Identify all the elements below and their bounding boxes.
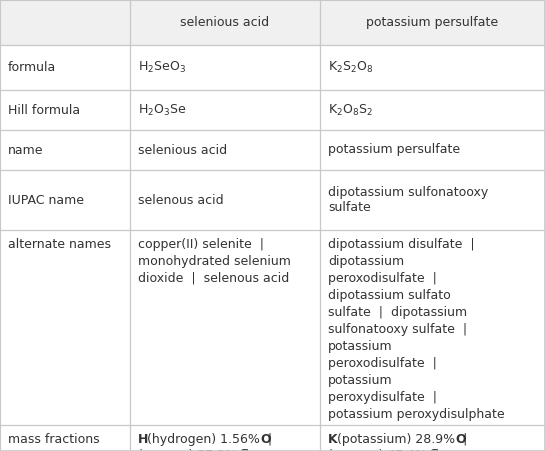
Bar [320, 230, 545, 425]
Text: selenious acid: selenious acid [138, 143, 227, 156]
Text: S: S [429, 448, 438, 451]
Text: Se: Se [239, 448, 256, 451]
Text: $\mathregular{H_2O_3Se}$: $\mathregular{H_2O_3Se}$ [138, 102, 186, 118]
Bar [0, 130, 130, 170]
Bar [320, 425, 545, 451]
Text: (oxygen) 37.2%  |: (oxygen) 37.2% | [138, 448, 257, 451]
Bar [130, 170, 320, 230]
Text: Hill formula: Hill formula [8, 103, 80, 116]
Text: potassium persulfate: potassium persulfate [328, 143, 460, 156]
Text: IUPAC name: IUPAC name [8, 193, 84, 207]
Bar [130, 230, 320, 425]
Bar [0, 45, 130, 90]
Text: (oxygen) 47.4%  |: (oxygen) 47.4% | [328, 448, 447, 451]
Text: H: H [138, 433, 148, 446]
Bar [130, 45, 320, 90]
Bar [0, 90, 130, 130]
Bar [0, 170, 130, 230]
Text: dipotassium sulfonatooxy
sulfate: dipotassium sulfonatooxy sulfate [328, 186, 488, 214]
Text: alternate names: alternate names [8, 238, 111, 251]
Text: $\mathregular{K_2O_8S_2}$: $\mathregular{K_2O_8S_2}$ [328, 102, 373, 118]
Bar [130, 425, 320, 451]
Text: $\mathregular{H_2SeO_3}$: $\mathregular{H_2SeO_3}$ [138, 60, 186, 75]
Bar [0, 425, 130, 451]
Bar [320, 90, 545, 130]
Bar [130, 130, 320, 170]
Bar [130, 90, 320, 130]
Bar [0, 230, 130, 425]
Text: (hydrogen) 1.56%  |: (hydrogen) 1.56% | [143, 433, 281, 446]
Bar [0, 0, 130, 45]
Bar [320, 45, 545, 90]
Text: O: O [455, 433, 466, 446]
Text: formula: formula [8, 61, 56, 74]
Text: K: K [328, 433, 337, 446]
Bar [130, 0, 320, 45]
Bar [320, 0, 545, 45]
Text: O: O [260, 433, 270, 446]
Bar [320, 130, 545, 170]
Text: name: name [8, 143, 44, 156]
Text: $\mathregular{K_2S_2O_8}$: $\mathregular{K_2S_2O_8}$ [328, 60, 373, 75]
Text: selenous acid: selenous acid [138, 193, 223, 207]
Text: potassium persulfate: potassium persulfate [366, 16, 499, 29]
Text: (potassium) 28.9%  |: (potassium) 28.9% | [334, 433, 476, 446]
Text: copper(II) selenite  |
monohydrated selenium
dioxide  |  selenous acid: copper(II) selenite | monohydrated selen… [138, 238, 291, 285]
Text: dipotassium disulfate  |
dipotassium
peroxodisulfate  |
dipotassium sulfato
sulf: dipotassium disulfate | dipotassium pero… [328, 238, 505, 421]
Text: mass fractions: mass fractions [8, 433, 100, 446]
Text: selenious acid: selenious acid [180, 16, 270, 29]
Bar [320, 170, 545, 230]
